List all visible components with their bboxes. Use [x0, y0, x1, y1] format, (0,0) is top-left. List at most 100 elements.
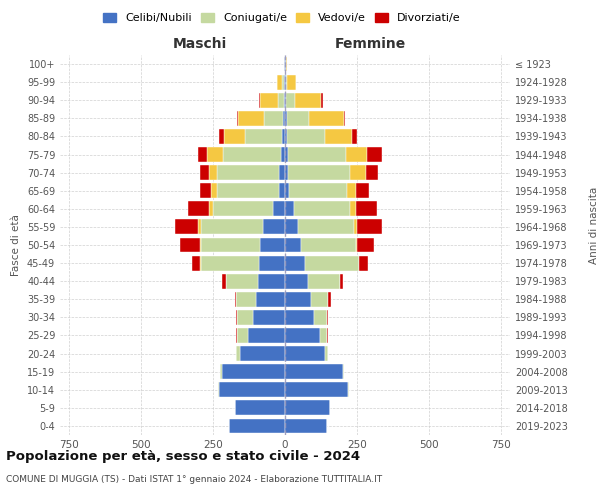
Bar: [217, 184, 279, 198]
Bar: [350, 202, 356, 216]
Bar: [256, 292, 285, 306]
Bar: [279, 165, 285, 180]
Y-axis label: Fasce di età: Fasce di età: [11, 214, 21, 276]
Bar: [259, 256, 285, 270]
Bar: [180, 238, 200, 252]
Bar: [200, 238, 202, 252]
Bar: [347, 184, 356, 198]
Text: Anni di nascita: Anni di nascita: [589, 186, 599, 264]
Bar: [285, 418, 327, 434]
Bar: [327, 310, 328, 325]
Bar: [217, 165, 279, 180]
Bar: [199, 147, 207, 162]
Bar: [328, 292, 331, 306]
Bar: [285, 165, 289, 180]
Bar: [188, 202, 209, 216]
Bar: [343, 364, 344, 379]
Bar: [218, 129, 224, 144]
Bar: [236, 346, 240, 361]
Bar: [286, 74, 287, 90]
Bar: [202, 220, 263, 234]
Bar: [285, 111, 287, 126]
Bar: [309, 111, 344, 126]
Bar: [285, 310, 314, 325]
Bar: [285, 202, 293, 216]
Bar: [314, 310, 327, 325]
Bar: [285, 74, 286, 90]
Bar: [248, 328, 285, 343]
Bar: [238, 310, 253, 325]
Bar: [238, 111, 264, 126]
Bar: [209, 165, 217, 180]
Bar: [327, 328, 328, 343]
Bar: [236, 310, 238, 325]
Bar: [264, 111, 283, 126]
Bar: [287, 74, 296, 90]
Bar: [285, 292, 311, 306]
Bar: [356, 184, 368, 198]
Text: Maschi: Maschi: [172, 38, 227, 52]
Bar: [282, 129, 285, 144]
Bar: [284, 74, 285, 90]
Bar: [354, 220, 357, 234]
Bar: [257, 274, 285, 288]
Bar: [301, 238, 356, 252]
Bar: [346, 147, 367, 162]
Bar: [274, 202, 285, 216]
Bar: [285, 220, 298, 234]
Text: Femmine: Femmine: [335, 38, 406, 52]
Bar: [285, 129, 287, 144]
Bar: [221, 364, 285, 379]
Bar: [229, 418, 285, 434]
Bar: [357, 220, 382, 234]
Bar: [277, 74, 283, 90]
Bar: [285, 147, 288, 162]
Bar: [367, 165, 378, 180]
Bar: [226, 274, 257, 288]
Bar: [240, 346, 285, 361]
Bar: [202, 238, 260, 252]
Bar: [224, 129, 245, 144]
Bar: [305, 256, 359, 270]
Bar: [175, 220, 199, 234]
Bar: [285, 400, 330, 415]
Bar: [192, 256, 200, 270]
Bar: [202, 256, 259, 270]
Bar: [200, 256, 202, 270]
Bar: [357, 238, 374, 252]
Bar: [352, 129, 356, 144]
Bar: [293, 202, 350, 216]
Bar: [285, 328, 320, 343]
Bar: [253, 310, 285, 325]
Bar: [235, 400, 285, 415]
Bar: [298, 220, 354, 234]
Bar: [200, 165, 209, 180]
Bar: [236, 328, 238, 343]
Bar: [320, 328, 327, 343]
Bar: [218, 382, 285, 397]
Text: Popolazione per età, sesso e stato civile - 2024: Popolazione per età, sesso e stato civil…: [6, 450, 360, 463]
Bar: [223, 147, 281, 162]
Bar: [259, 93, 260, 108]
Bar: [213, 202, 274, 216]
Bar: [200, 184, 211, 198]
Bar: [289, 184, 347, 198]
Bar: [260, 238, 285, 252]
Bar: [221, 274, 226, 288]
Bar: [285, 93, 286, 108]
Bar: [325, 346, 328, 361]
Bar: [199, 220, 202, 234]
Bar: [350, 165, 367, 180]
Bar: [285, 364, 343, 379]
Bar: [287, 129, 325, 144]
Bar: [308, 274, 340, 288]
Bar: [285, 184, 289, 198]
Bar: [289, 165, 350, 180]
Bar: [211, 184, 217, 198]
Bar: [356, 202, 377, 216]
Bar: [340, 274, 343, 288]
Bar: [207, 147, 223, 162]
Bar: [283, 111, 285, 126]
Legend: Celibi/Nubili, Coniugati/e, Vedovi/e, Divorziati/e: Celibi/Nubili, Coniugati/e, Vedovi/e, Di…: [99, 8, 465, 28]
Bar: [285, 274, 308, 288]
